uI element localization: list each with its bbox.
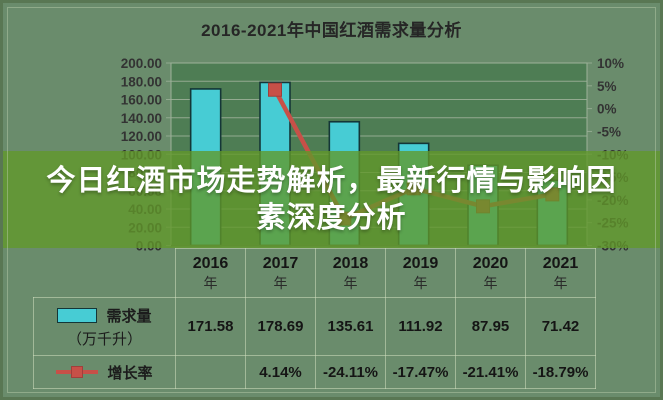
year-label: 2017	[262, 255, 299, 272]
table-corner-cell	[34, 249, 176, 298]
demand-value-cell: 171.58	[175, 297, 246, 356]
demand-value-cell: 87.95	[455, 297, 526, 356]
year-header-cell: 2021 年	[525, 248, 596, 298]
demand-legend-swatch-icon	[57, 307, 98, 323]
year-header-cell: 2018 年	[315, 248, 386, 298]
year-header-cell: 2016 年	[175, 248, 246, 298]
table-row: 增长率 4.14% -24.11% -17.47% -21.41% -18.79%	[33, 355, 596, 389]
year-header-cell: 2019 年	[385, 248, 456, 298]
demand-value-cell: 71.42	[525, 297, 596, 356]
svg-text:10%: 10%	[597, 56, 624, 71]
svg-text:-5%: -5%	[597, 124, 621, 139]
year-suffix-label: 年	[203, 275, 218, 291]
year-suffix-label: 年	[343, 275, 358, 291]
year-label: 2019	[402, 255, 439, 272]
svg-text:200.00: 200.00	[121, 56, 162, 71]
year-suffix-label: 年	[413, 275, 428, 291]
year-suffix-label: 年	[553, 275, 568, 291]
svg-text:0%: 0%	[597, 102, 617, 117]
growth-legend-cell: 增长率	[33, 355, 176, 389]
growth-value-cell: -17.47%	[385, 355, 456, 389]
demand-legend-unit: （万千升）	[66, 330, 142, 348]
svg-text:180.00: 180.00	[121, 74, 162, 89]
data-table: 2016 年 2017 年 2018 年 2019 年 2020 年 2021 年 需求量 （万千升）…	[33, 248, 596, 389]
growth-value-cell: 4.14%	[245, 355, 316, 389]
year-header-cell: 2017 年	[245, 248, 316, 298]
demand-legend-label: 需求量	[106, 307, 152, 325]
table-row: 需求量 （万千升） 171.58 178.69 135.61 111.92 87.95 7…	[33, 297, 596, 356]
growth-value-cell	[175, 355, 246, 389]
growth-value-cell: -18.79%	[525, 355, 596, 389]
year-suffix-label: 年	[273, 275, 288, 291]
growth-value-cell: -24.11%	[315, 355, 386, 389]
year-header-cell: 2020 年	[455, 248, 526, 298]
svg-text:120.00: 120.00	[121, 129, 162, 144]
chart-title: 2016-2021年中国红酒需求量分析	[201, 21, 462, 40]
demand-value-cell: 111.92	[385, 297, 456, 356]
year-label: 2018	[332, 255, 369, 272]
year-label: 2021	[542, 255, 579, 272]
growth-value-cell: -21.41%	[455, 355, 526, 389]
year-label: 2016	[192, 255, 229, 272]
year-label: 2020	[472, 255, 509, 272]
headline-banner: 今日红酒市场走势解析，最新行情与影响因素深度分析	[0, 151, 663, 248]
headline-text: 今日红酒市场走势解析，最新行情与影响因素深度分析	[46, 164, 617, 234]
svg-text:5%: 5%	[597, 79, 617, 94]
svg-text:160.00: 160.00	[121, 93, 162, 108]
demand-value-cell: 178.69	[245, 297, 316, 356]
growth-legend-label: 增长率	[107, 364, 153, 382]
demand-value-cell: 135.61	[315, 297, 386, 356]
svg-text:140.00: 140.00	[121, 111, 162, 126]
table-header-row: 2016 年 2017 年 2018 年 2019 年 2020 年 2021 年	[34, 248, 596, 298]
year-suffix-label: 年	[483, 275, 498, 291]
growth-legend-line-icon	[56, 366, 99, 378]
demand-legend-cell: 需求量 （万千升）	[33, 297, 176, 356]
